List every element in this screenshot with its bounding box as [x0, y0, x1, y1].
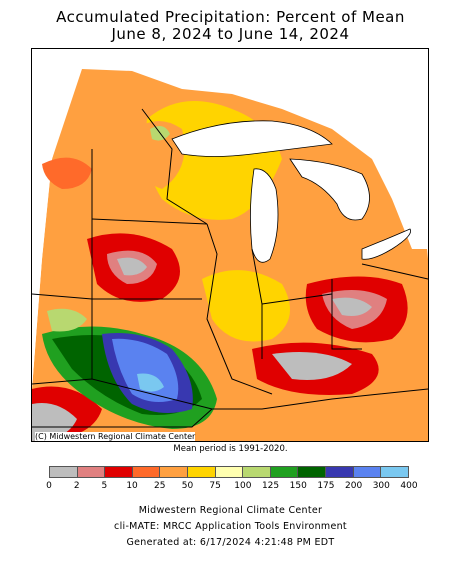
region-gray-oh [332, 297, 372, 316]
legend-tick-label: 50 [181, 481, 194, 491]
legend-tick-label: 100 [234, 481, 252, 491]
legend-swatch [188, 467, 216, 477]
region-yellow-central [202, 270, 290, 342]
footer-org: Midwestern Regional Climate Center [138, 505, 323, 516]
mean-period-note: Mean period is 1991-2020. [173, 444, 288, 454]
legend-tick-label: 5 [101, 481, 108, 491]
legend-tick-label: 0 [46, 481, 52, 491]
legend-swatch [132, 467, 161, 477]
legend-swatch [50, 467, 78, 477]
lake-huron [289, 158, 370, 221]
legend-swatch [105, 467, 133, 477]
region-lightgreen-ks [47, 308, 87, 332]
legend-swatch [243, 467, 271, 477]
legend-swatch [160, 467, 189, 477]
legend-swatch [381, 467, 408, 477]
legend-tick-label: 125 [261, 481, 280, 491]
legend-swatch [215, 467, 244, 477]
legend-swatch [353, 467, 382, 477]
legend-swatch [326, 467, 354, 477]
map-title: Accumulated Precipitation: Percent of Me… [56, 8, 405, 26]
footer-tool: cli-MATE: MRCC Application Tools Environ… [114, 521, 347, 532]
legend-tick-label: 400 [400, 481, 418, 491]
legend-tick-label: 10 [126, 481, 138, 491]
lake-michigan [250, 168, 279, 263]
legend-tick-label: 300 [372, 481, 390, 491]
precipitation-map [31, 48, 429, 442]
legend-swatch [77, 467, 106, 477]
outside-domain [32, 49, 428, 389]
region-gray-sw [32, 403, 77, 441]
legend-colorbar [49, 466, 409, 478]
legend-tick-label: 25 [154, 481, 166, 491]
map-date-range: June 8, 2024 to June 14, 2024 [111, 25, 350, 43]
lake-superior [171, 120, 333, 157]
map-copyright: (C) Midwestern Regional Climate Center [35, 432, 196, 441]
legend-tick-label: 150 [289, 481, 307, 491]
legend-tick-label: 75 [209, 481, 221, 491]
legend-tick-label: 200 [345, 481, 363, 491]
legend-tick-label: 175 [317, 481, 335, 491]
footer-generated: Generated at: 6/17/2024 4:21:48 PM EDT [126, 537, 335, 548]
region-lightblue-mo [137, 373, 164, 392]
region-red-west [42, 157, 92, 189]
legend-swatch [270, 467, 299, 477]
legend-swatch [298, 467, 327, 477]
lake-erie [361, 228, 411, 260]
region-gray-mn [117, 257, 147, 276]
region-gray-ky [272, 351, 352, 380]
state-boundaries [32, 108, 428, 428]
legend-tick-label: 2 [73, 481, 80, 491]
